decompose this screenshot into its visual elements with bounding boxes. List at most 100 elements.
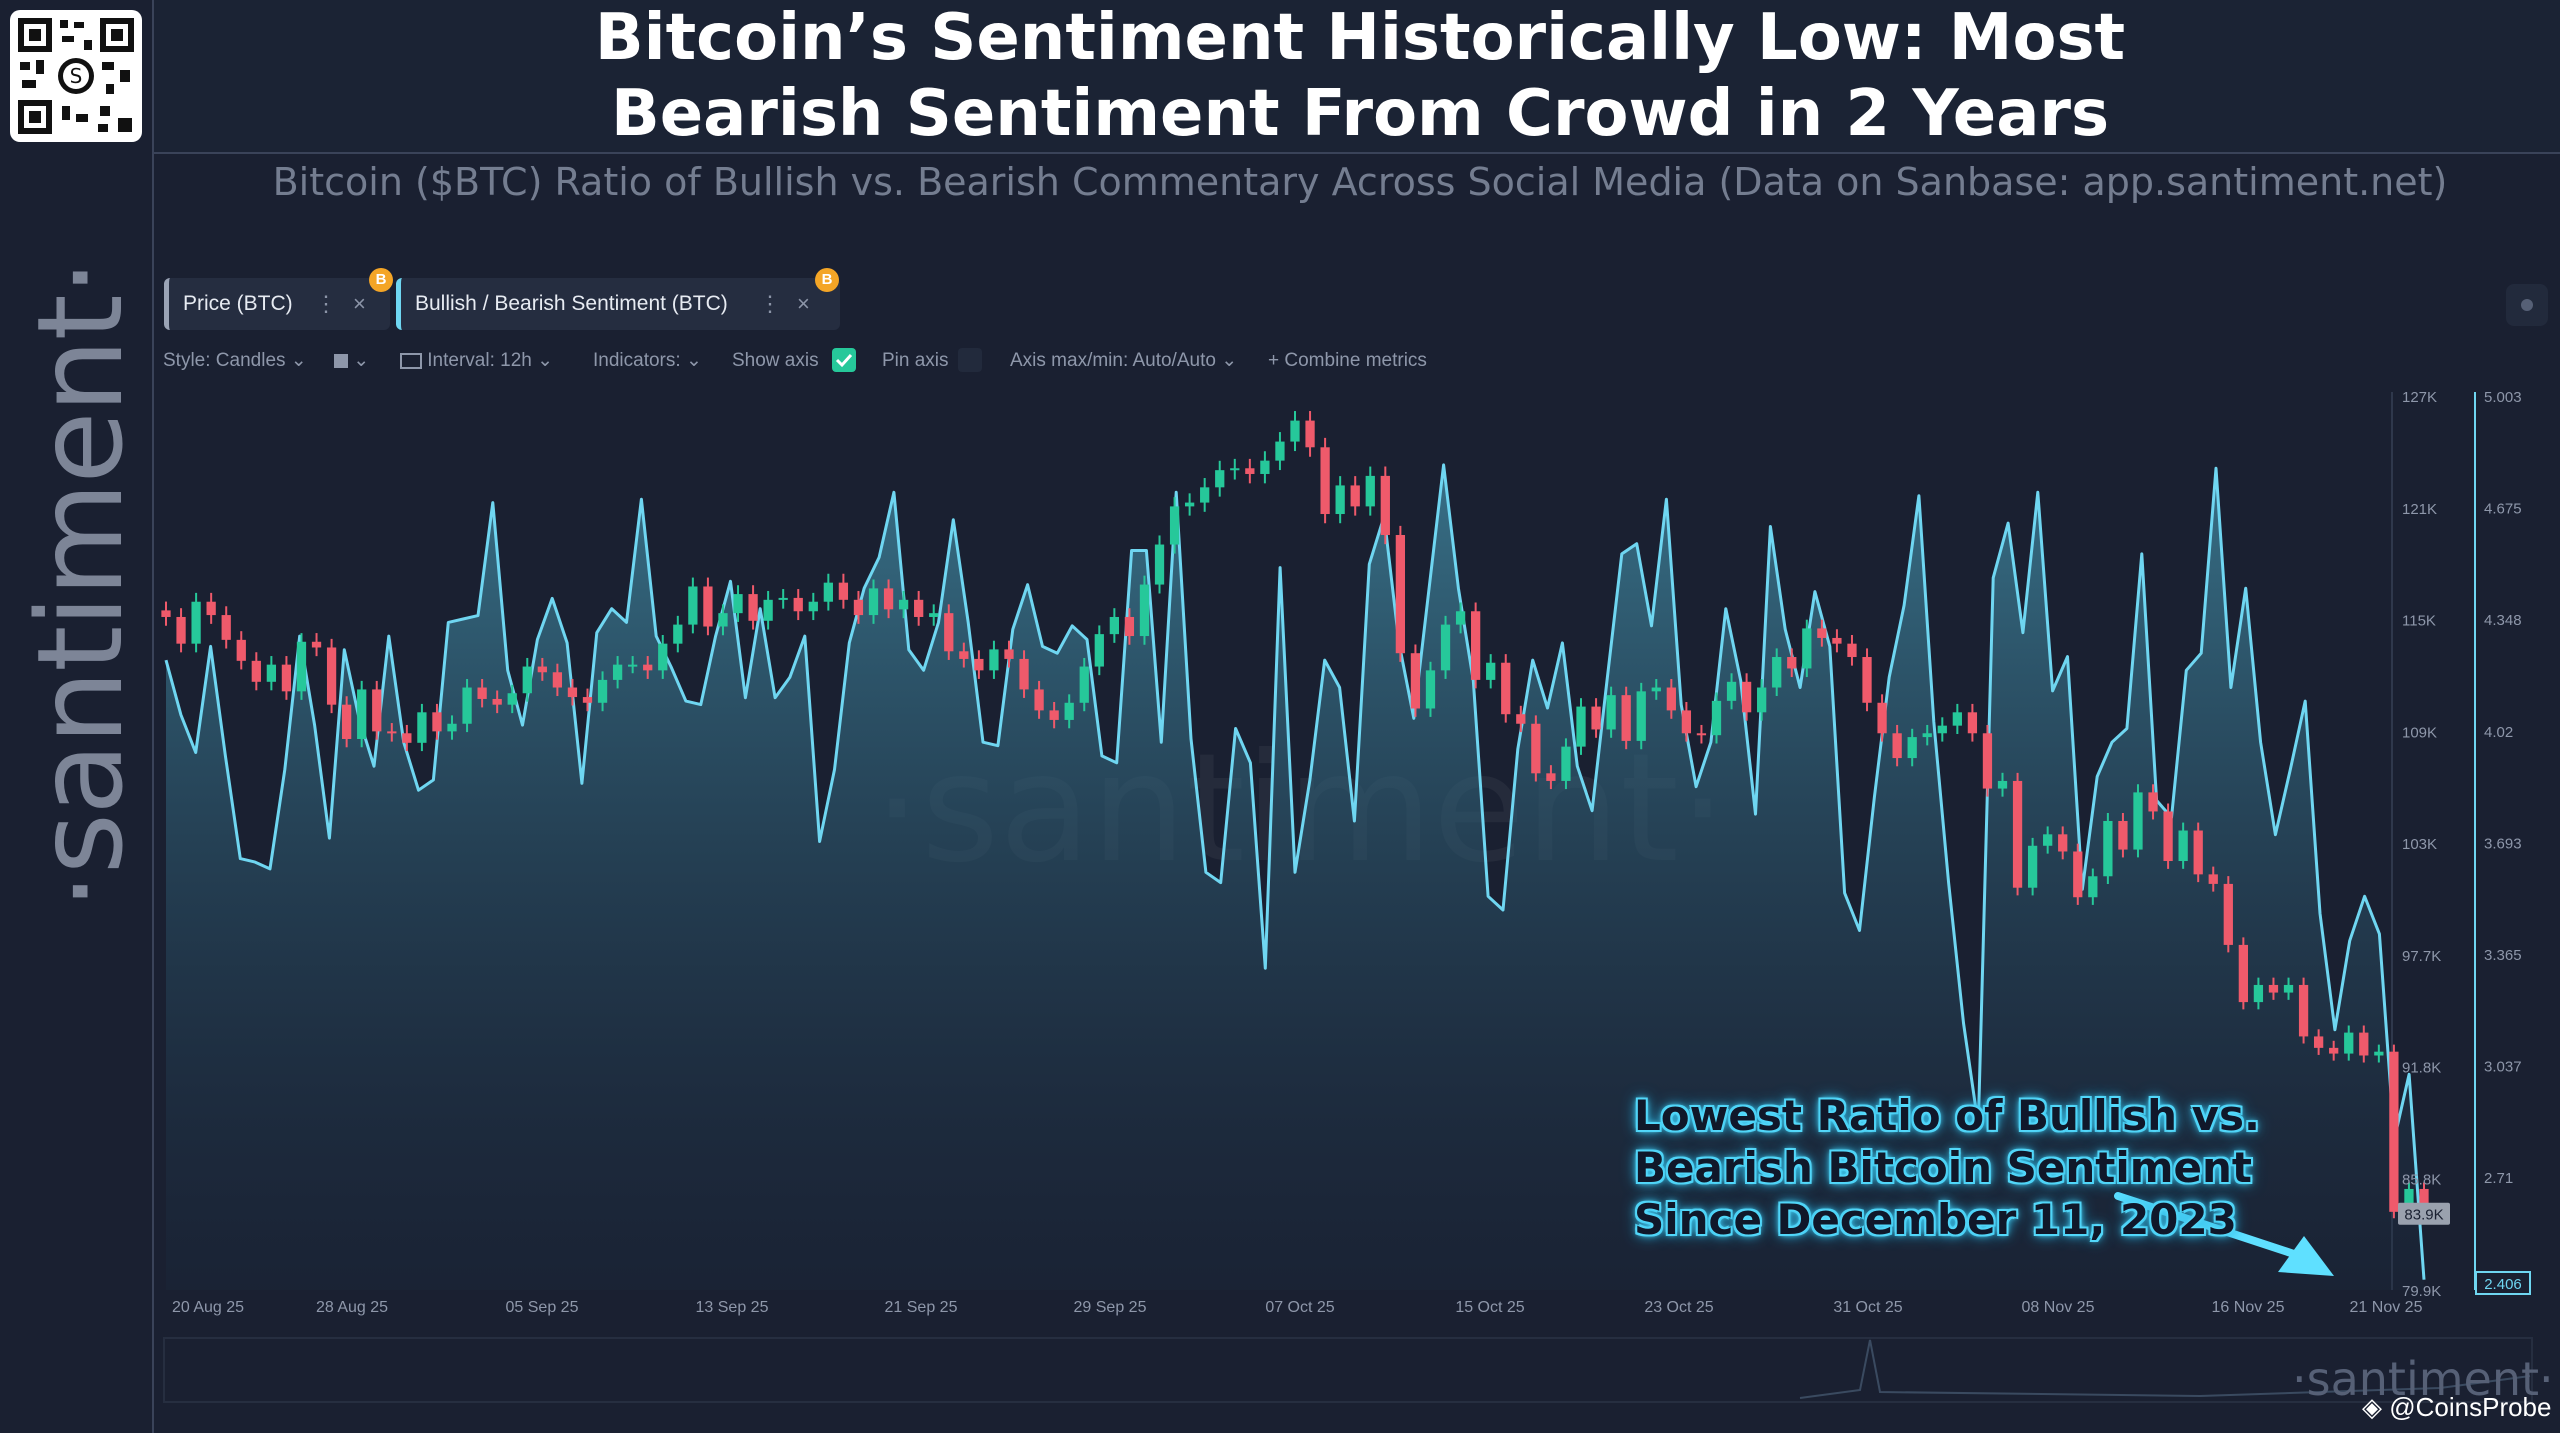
candle bbox=[1079, 657, 1089, 712]
tab-menu-icon[interactable]: ⋮ bbox=[759, 291, 781, 316]
candle bbox=[2344, 1025, 2354, 1061]
candle bbox=[673, 615, 683, 653]
candle bbox=[748, 585, 758, 630]
pin-axis-checkbox[interactable] bbox=[958, 348, 982, 372]
candle-body bbox=[402, 733, 412, 743]
x-tick-label: 29 Sep 25 bbox=[1074, 1299, 1147, 1316]
candle-body bbox=[1079, 666, 1089, 703]
candle-body bbox=[703, 586, 713, 627]
current-sentiment-tag bbox=[2475, 1271, 2531, 1295]
price-tick-label: 91.8K bbox=[2402, 1060, 2441, 1077]
chart-title: Bitcoin’s Sentiment Historically Low: Mo… bbox=[160, 0, 2560, 152]
sentiment-tick-label: 2.71 bbox=[2484, 1170, 2513, 1187]
candle-body bbox=[2088, 876, 2098, 898]
candle bbox=[1455, 602, 1466, 634]
tab-price-btc[interactable]: Price (BTC) ⋮ × B bbox=[164, 268, 393, 330]
candle bbox=[1260, 451, 1270, 484]
candle bbox=[959, 642, 969, 668]
combine-metrics-label: Combine metrics bbox=[1284, 350, 1427, 371]
candle-body bbox=[281, 664, 292, 692]
sentiment-line bbox=[164, 463, 2426, 1280]
candle-body bbox=[1019, 658, 1029, 690]
candle bbox=[944, 604, 954, 660]
candle-body bbox=[989, 649, 999, 671]
candle-body bbox=[1967, 712, 1978, 734]
axis-maxmin-dropdown[interactable]: Axis max/min: Auto/Auto ⌄ bbox=[1010, 346, 1237, 376]
candle-body bbox=[793, 597, 803, 612]
candle bbox=[793, 589, 803, 621]
candle bbox=[1651, 679, 1661, 700]
price-tick-label: 109K bbox=[2402, 724, 2437, 741]
candle bbox=[176, 608, 186, 653]
bottom-santiment-logo: ·santiment· bbox=[2292, 1352, 2554, 1406]
candle-body bbox=[1892, 733, 1902, 759]
candle bbox=[688, 577, 698, 634]
indicators-dropdown[interactable]: Indicators: ⌄ bbox=[593, 346, 702, 376]
candle bbox=[2253, 977, 2264, 1010]
candle-body bbox=[2178, 830, 2188, 862]
candle-body bbox=[898, 599, 909, 610]
settings-dot-button[interactable] bbox=[2506, 284, 2548, 326]
x-tick-label: 23 Oct 25 bbox=[1644, 1299, 1713, 1316]
annotation-arrow-head bbox=[2278, 1236, 2334, 1276]
candle-body bbox=[1651, 687, 1661, 692]
candle bbox=[266, 656, 277, 691]
candle bbox=[1802, 619, 1812, 678]
candle-body bbox=[1696, 733, 1707, 736]
candle-body bbox=[1004, 649, 1014, 659]
candle bbox=[2103, 813, 2113, 885]
candle bbox=[1184, 493, 1195, 516]
x-tick-label: 05 Sep 25 bbox=[506, 1299, 579, 1316]
x-tick-label: 08 Nov 25 bbox=[2022, 1299, 2095, 1316]
candle-body bbox=[2283, 984, 2294, 993]
candle bbox=[2223, 876, 2233, 953]
x-axis: 20 Aug 25 28 Aug 25 05 Sep 25 13 Sep 25 21 S… bbox=[172, 1299, 2423, 1316]
bitcoin-badge-icon: B bbox=[369, 268, 393, 292]
candle-body bbox=[342, 704, 352, 739]
candle-body bbox=[1350, 485, 1360, 507]
style-dropdown[interactable]: Style: Candles ⌄ bbox=[163, 346, 307, 376]
candle-body bbox=[2329, 1047, 2339, 1054]
indicators-label: Indicators: bbox=[593, 350, 681, 371]
candle-body bbox=[688, 586, 698, 625]
candle-body bbox=[191, 601, 201, 644]
candle bbox=[1094, 625, 1104, 676]
candle bbox=[221, 606, 231, 649]
candle bbox=[628, 656, 638, 674]
combine-metrics-button[interactable]: + Combine metrics bbox=[1268, 346, 1427, 376]
candle bbox=[718, 604, 728, 636]
candle bbox=[1004, 640, 1014, 668]
candle-body bbox=[2419, 1188, 2429, 1214]
candle-body bbox=[2193, 830, 2203, 875]
dot-icon bbox=[2521, 299, 2533, 311]
tab-close-icon[interactable]: × bbox=[797, 291, 810, 316]
candle bbox=[1486, 654, 1496, 689]
x-tick-label: 21 Sep 25 bbox=[885, 1299, 958, 1316]
color-dropdown[interactable]: ⌄ bbox=[334, 346, 369, 376]
candle bbox=[763, 590, 773, 630]
candle-body bbox=[853, 599, 864, 616]
candle bbox=[1034, 680, 1044, 719]
annotation-line-2: Bearish Bitcoin Sentiment bbox=[1634, 1143, 2252, 1192]
tab-close-icon[interactable]: × bbox=[353, 291, 366, 316]
candle-body bbox=[1516, 714, 1526, 724]
candle bbox=[326, 638, 337, 714]
candle-body bbox=[492, 698, 502, 705]
candle-body bbox=[1335, 485, 1345, 515]
candle-body bbox=[1109, 616, 1119, 635]
tab-menu-icon[interactable]: ⋮ bbox=[315, 291, 337, 316]
candle-body bbox=[326, 647, 337, 705]
pin-axis-label: Pin axis bbox=[882, 350, 949, 371]
interval-dropdown[interactable]: Interval: 12h ⌄ bbox=[400, 346, 553, 376]
navigator-panel[interactable] bbox=[163, 1337, 2533, 1403]
candle bbox=[537, 657, 547, 681]
tab-bullish-bearish-sentiment[interactable]: Bullish / Bearish Sentiment (BTC) ⋮ × B bbox=[396, 268, 840, 330]
candle bbox=[1395, 525, 1406, 662]
candle-body bbox=[537, 666, 547, 673]
candle-body bbox=[2238, 944, 2248, 1003]
candle bbox=[914, 590, 924, 626]
lowest-ratio-annotation: Lowest Ratio of Bullish vs. Bearish Bitc… bbox=[1634, 1090, 2394, 1246]
show-axis-checkbox[interactable] bbox=[832, 348, 856, 372]
candle bbox=[1621, 686, 1631, 750]
